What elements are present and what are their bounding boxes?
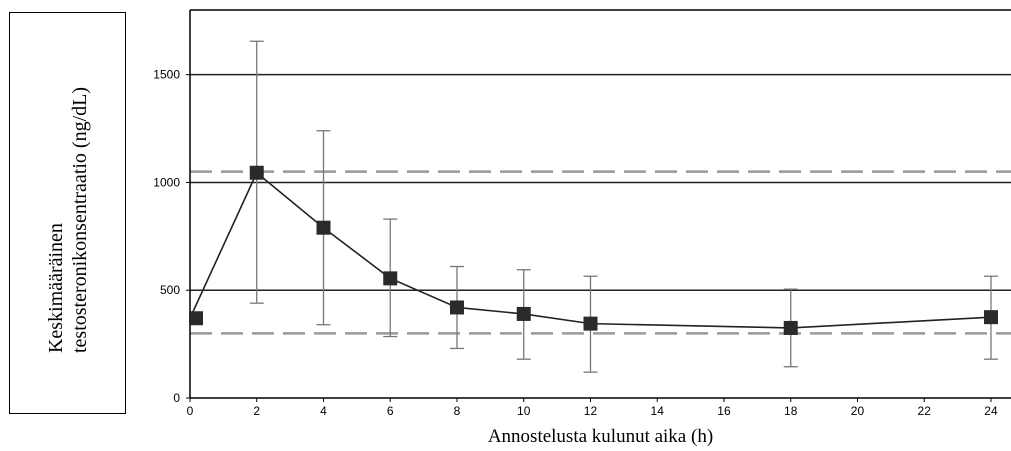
x-axis-label: Annostelusta kulunut aika (h) <box>487 426 714 447</box>
x-tick-label-14: 14 <box>651 404 665 418</box>
x-tick-label-10: 10 <box>517 404 531 418</box>
x-tick-label-2: 2 <box>253 404 260 418</box>
y-tick-label-500: 500 <box>160 283 180 297</box>
x-tick-label-24: 24 <box>984 404 998 418</box>
data-point-6 <box>383 271 398 286</box>
x-tick-label-0: 0 <box>187 404 194 418</box>
data-point-2 <box>249 165 264 180</box>
y-tick-label-1500: 1500 <box>153 68 180 82</box>
x-tick-label-4: 4 <box>320 404 327 418</box>
data-point-0 <box>189 311 203 326</box>
y-axis-label-box: Keskimääräinen testosteronikonsentraatio… <box>9 12 126 414</box>
x-tick-label-20: 20 <box>851 404 865 418</box>
y-tick-label-0: 0 <box>173 391 180 405</box>
y-tick-label-1000: 1000 <box>153 175 180 189</box>
data-point-24 <box>983 310 998 325</box>
data-point-18 <box>783 320 798 335</box>
x-tick-label-8: 8 <box>454 404 461 418</box>
data-point-4 <box>316 220 331 235</box>
x-tick-label-22: 22 <box>918 404 932 418</box>
data-point-12 <box>583 316 598 331</box>
x-tick-label-12: 12 <box>584 404 598 418</box>
data-point-8 <box>449 300 464 315</box>
x-tick-label-16: 16 <box>717 404 731 418</box>
x-tick-label-18: 18 <box>784 404 798 418</box>
data-point-10 <box>516 306 531 321</box>
x-tick-label-6: 6 <box>387 404 394 418</box>
